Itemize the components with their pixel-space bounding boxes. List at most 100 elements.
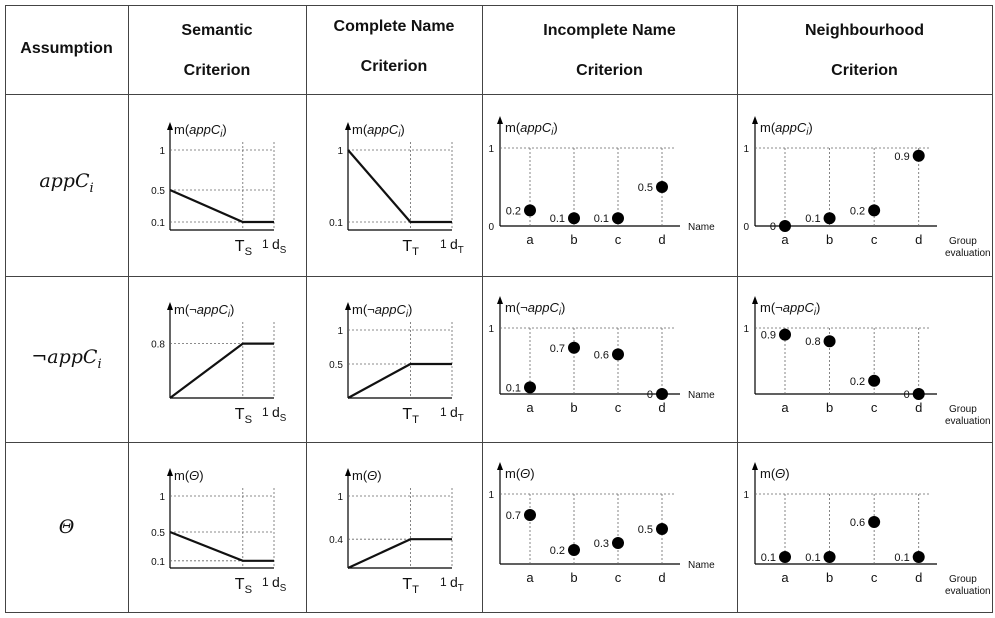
series-line [169,342,274,399]
row-label-appc: appCi [5,170,128,196]
data-label: 0.7 [550,343,565,355]
x-tick-label: c [871,570,878,585]
y-axis-label: m(Θ) [352,468,382,483]
x-axis-label: dT [450,574,464,594]
header-semantic-line1: Semantic [181,22,253,39]
threshold-label: TS [235,576,252,596]
y-axis-arrow [345,122,351,130]
y-axis-arrow [752,116,758,124]
header-neighbourhood-line1: Neighbourhood [804,22,925,39]
data-point [868,374,881,387]
data-point [612,537,624,549]
data-point [823,335,836,348]
data-label: 0.1 [805,552,820,564]
x-tick-label: d [658,570,665,585]
y-axis-label: m(¬appCi) [352,302,412,320]
series-line [347,538,452,569]
y-tick-label: 1 [743,144,749,155]
x-tick-label: c [615,400,622,415]
y-tick-label: 1 [337,326,343,337]
y-axis-label: m(Θ) [505,466,535,481]
y-tick-label: 0.5 [151,528,165,539]
y-axis-arrow [752,462,758,470]
threshold-label: TS [235,238,252,258]
x-tick-label: b [826,232,833,247]
data-label: 0.1 [506,382,521,394]
x-tick-label: d [915,400,922,415]
chart-neighbourhood-theta: m(Θ) 1 a 0.1 b 0.1 c 0.6 d 0.1 Group evaluation [743,462,991,597]
y-axis-label: m(appCi) [174,122,227,140]
y-tick-label: 1 [159,492,165,503]
chart-incomplete-appc: m(appCi) 1 0 a 0.2 b 0.1 c 0.1 d 0.5 Name [488,116,715,247]
data-point [524,509,536,521]
y-axis-arrow [345,302,351,310]
data-point [779,220,791,232]
data-point [656,388,668,400]
data-point [868,204,881,217]
y-axis-arrow [752,296,758,304]
x-axis-label: Group evaluation [945,574,991,597]
data-label: 0.5 [638,182,653,194]
row-label-sub: i [97,356,102,372]
header-incomplete-line2: Criterion [576,62,643,79]
x-axis-label: dT [450,404,464,424]
y-axis-arrow [345,468,351,476]
header-neighbourhood-line2: Criterion [831,62,898,79]
header-semantic-line2: Criterion [183,62,251,79]
x-tick-label: b [570,570,577,585]
x-axis-label: dS [272,236,287,256]
y-axis-arrow [497,462,503,470]
data-label: 0.3 [594,538,609,550]
data-label: 0 [904,389,910,401]
y-tick-label: 0.4 [329,535,343,546]
data-point [612,348,624,361]
threshold-label: TT [402,406,419,426]
grid-line [306,5,307,613]
data-point [568,341,580,354]
data-label: 0.7 [506,510,521,522]
row-label-theta: Θ [5,516,128,538]
y-axis-arrow [167,302,173,310]
x-tick-label: d [915,570,922,585]
threshold-label: TT [402,576,419,596]
y-axis-label: m(Θ) [174,468,204,483]
data-label: 0.1 [805,213,820,225]
data-point [524,381,536,394]
y-tick-label: 1 [159,146,165,157]
x-tick-label-1: 1 [440,575,447,589]
x-tick-label: b [570,400,577,415]
data-point [912,388,925,400]
y-tick-label: 0.1 [151,557,165,568]
data-label: 0.1 [761,552,776,564]
data-label: 0.8 [805,336,820,348]
row-label-main: appC [47,346,98,368]
x-tick-label-1: 1 [262,405,269,419]
x-tick-label: a [781,570,789,585]
x-tick-label: d [915,232,922,247]
x-tick-label: d [658,232,665,247]
data-point [656,181,668,193]
y-axis-arrow [497,116,503,124]
data-label: 0.5 [638,524,653,536]
x-tick-label-1: 1 [262,237,269,251]
header-complete-line1: Complete Name [333,18,455,35]
header-complete-line2: Criterion [360,58,428,75]
y-tick-label: 1 [488,490,494,501]
y-tick-label: 1 [743,324,749,335]
x-axis-label: Name [688,222,715,233]
data-label: 0 [647,389,653,401]
x-tick-label: a [781,232,789,247]
chart-incomplete-not-appc: m(¬appCi) 1 a 0.1 b 0.7 c 0.6 d0 Name [488,296,715,415]
data-label: 0.1 [550,213,565,225]
x-tick-label: a [781,400,789,415]
y-axis-label: m(appCi) [505,120,558,138]
y-tick-label: 1 [743,490,749,501]
row-label-sub: i [89,180,94,196]
y-axis-label: m(¬appCi) [174,302,234,320]
y-tick-label: 1 [488,324,494,335]
chart-semantic-not-appc: m(¬appCi) 0.8 TS 1 dS [151,302,287,426]
grid-line [737,5,738,613]
x-tick-label: c [871,232,878,247]
